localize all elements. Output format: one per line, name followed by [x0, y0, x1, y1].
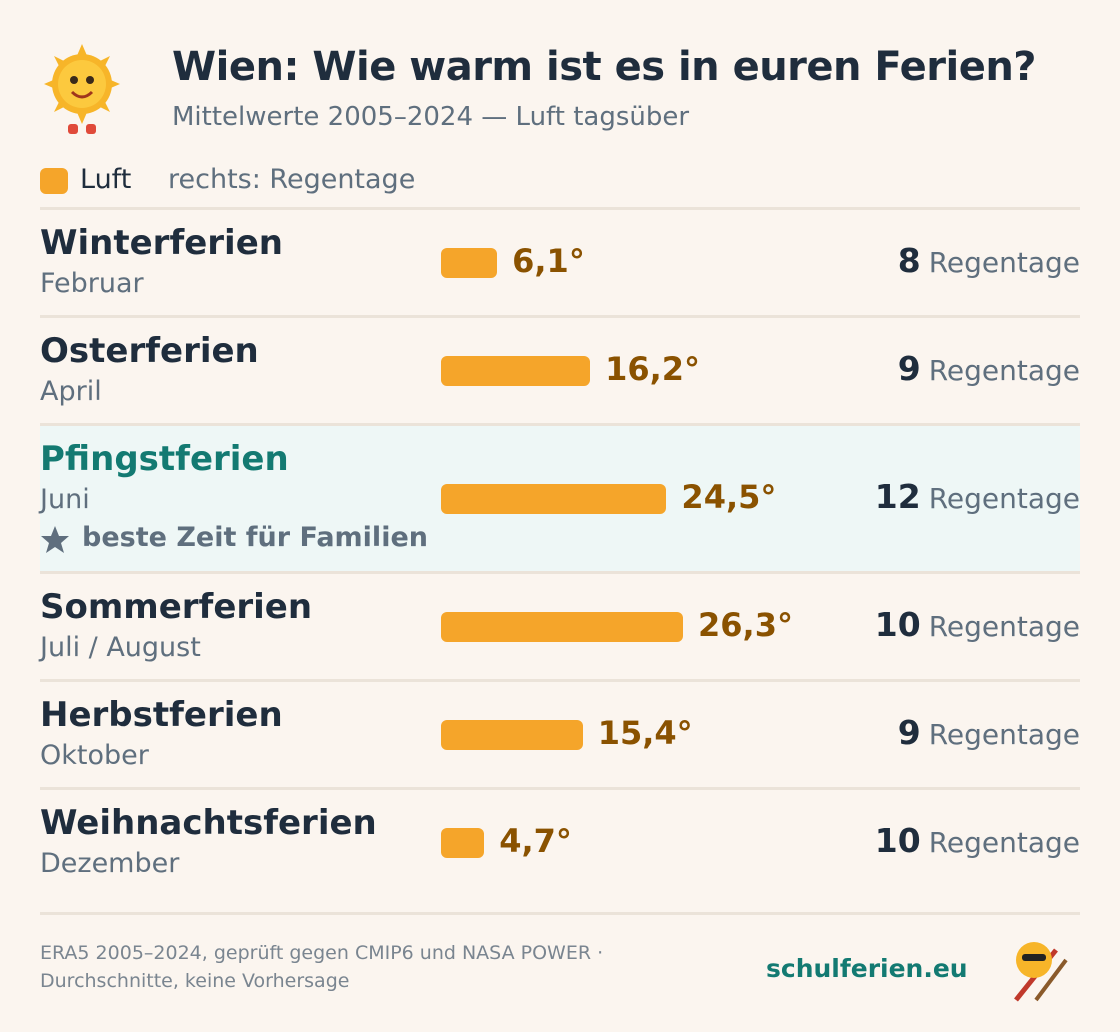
highlight-note: beste Zeit für Familien	[82, 522, 428, 553]
row: Winterferien Februar 6,1° 8 Regentage	[40, 207, 1080, 315]
value-label: 26,3°	[698, 606, 793, 644]
holiday-name: Winterferien	[40, 223, 283, 263]
holiday-period: Juli / August	[40, 632, 201, 663]
rain-days: 8 Regentage	[898, 241, 1080, 280]
rain-days: 10 Regentage	[875, 821, 1080, 860]
rain-unit: Regentage	[928, 354, 1080, 387]
rain-unit: Regentage	[928, 826, 1080, 859]
legend-note: rechts: Regentage	[168, 164, 416, 195]
holiday-name: Weihnachtsferien	[40, 803, 377, 843]
holiday-name: Osterferien	[40, 331, 259, 371]
holiday-period: Juni	[40, 484, 90, 515]
holiday-period: Februar	[40, 268, 144, 299]
rain-count: 12	[874, 477, 921, 516]
rain-count: 10	[874, 821, 921, 860]
value-label: 16,2°	[605, 350, 701, 388]
legend-label: Luft	[80, 164, 132, 195]
rain-unit: Regentage	[928, 246, 1080, 279]
rain-days: 9 Regentage	[898, 713, 1080, 752]
row: Osterferien April 16,2° 9 Regentage	[40, 315, 1080, 423]
title: Wien: Wie warm ist es in euren Ferien?	[172, 44, 1037, 90]
bar	[441, 356, 591, 386]
rain-unit: Regentage	[928, 718, 1080, 751]
rain-count: 8	[897, 241, 921, 280]
bar	[441, 828, 485, 858]
holiday-period: Oktober	[40, 740, 149, 771]
legend-swatch	[40, 168, 68, 194]
row: Weihnachtsferien Dezember 4,7° 10 Regentage	[40, 787, 1080, 895]
rain-days: 9 Regentage	[898, 349, 1080, 388]
value-label: 4,7°	[499, 822, 572, 860]
row: Sommerferien Juli / August 26,3° 10 Regentag…	[40, 571, 1080, 679]
value-label: 24,5°	[681, 478, 777, 516]
divider	[40, 912, 1080, 915]
row: Pfingstferien Juni beste Zeit für Familien…	[40, 423, 1080, 571]
rain-unit: Regentage	[928, 610, 1080, 643]
holiday-period: April	[40, 376, 102, 407]
rain-count: 10	[874, 605, 921, 644]
row: Herbstferien Oktober 15,4° 9 Regentage	[40, 679, 1080, 787]
value-label: 6,1°	[512, 242, 585, 280]
rain-unit: Regentage	[928, 482, 1080, 515]
sun-mascot	[44, 44, 120, 134]
bar	[441, 248, 498, 278]
bar	[441, 484, 667, 514]
rows: Winterferien Februar 6,1° 8 Regentage Osterfe…	[40, 207, 1080, 895]
rain-count: 9	[897, 713, 921, 752]
footer-source: ERA5 2005–2024, geprüft gegen CMIP6 und …	[40, 942, 604, 964]
sun-deckchair	[1014, 942, 1068, 1002]
holiday-name: Pfingstferien	[40, 439, 289, 479]
footer-note: Durchschnitte, keine Vorhersage	[40, 970, 350, 992]
subtitle: Mittelwerte 2005–2024 — Luft tagsüber	[172, 102, 690, 132]
bar	[441, 612, 683, 642]
brand: schulferien.eu	[766, 954, 968, 983]
star-icon	[41, 526, 69, 553]
rain-days: 10 Regentage	[875, 605, 1080, 644]
holiday-name: Sommerferien	[40, 587, 313, 627]
rain-days: 12 Regentage	[875, 477, 1080, 516]
bar	[441, 720, 583, 750]
holiday-name: Herbstferien	[40, 695, 283, 735]
holiday-period: Dezember	[40, 848, 180, 879]
value-label: 15,4°	[597, 714, 693, 752]
rain-count: 9	[897, 349, 921, 388]
